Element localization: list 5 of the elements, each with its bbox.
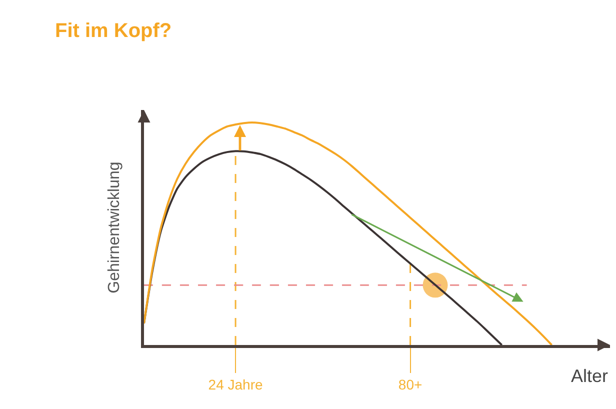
x-tick-label: 24 Jahre [208, 376, 263, 393]
chart-title: Fit im Kopf? [55, 20, 172, 42]
y-axis-title: Gehirnentwicklung [106, 162, 124, 294]
x-axis-title: Alter [571, 366, 608, 386]
x-tick-label: 80+ [398, 376, 422, 393]
